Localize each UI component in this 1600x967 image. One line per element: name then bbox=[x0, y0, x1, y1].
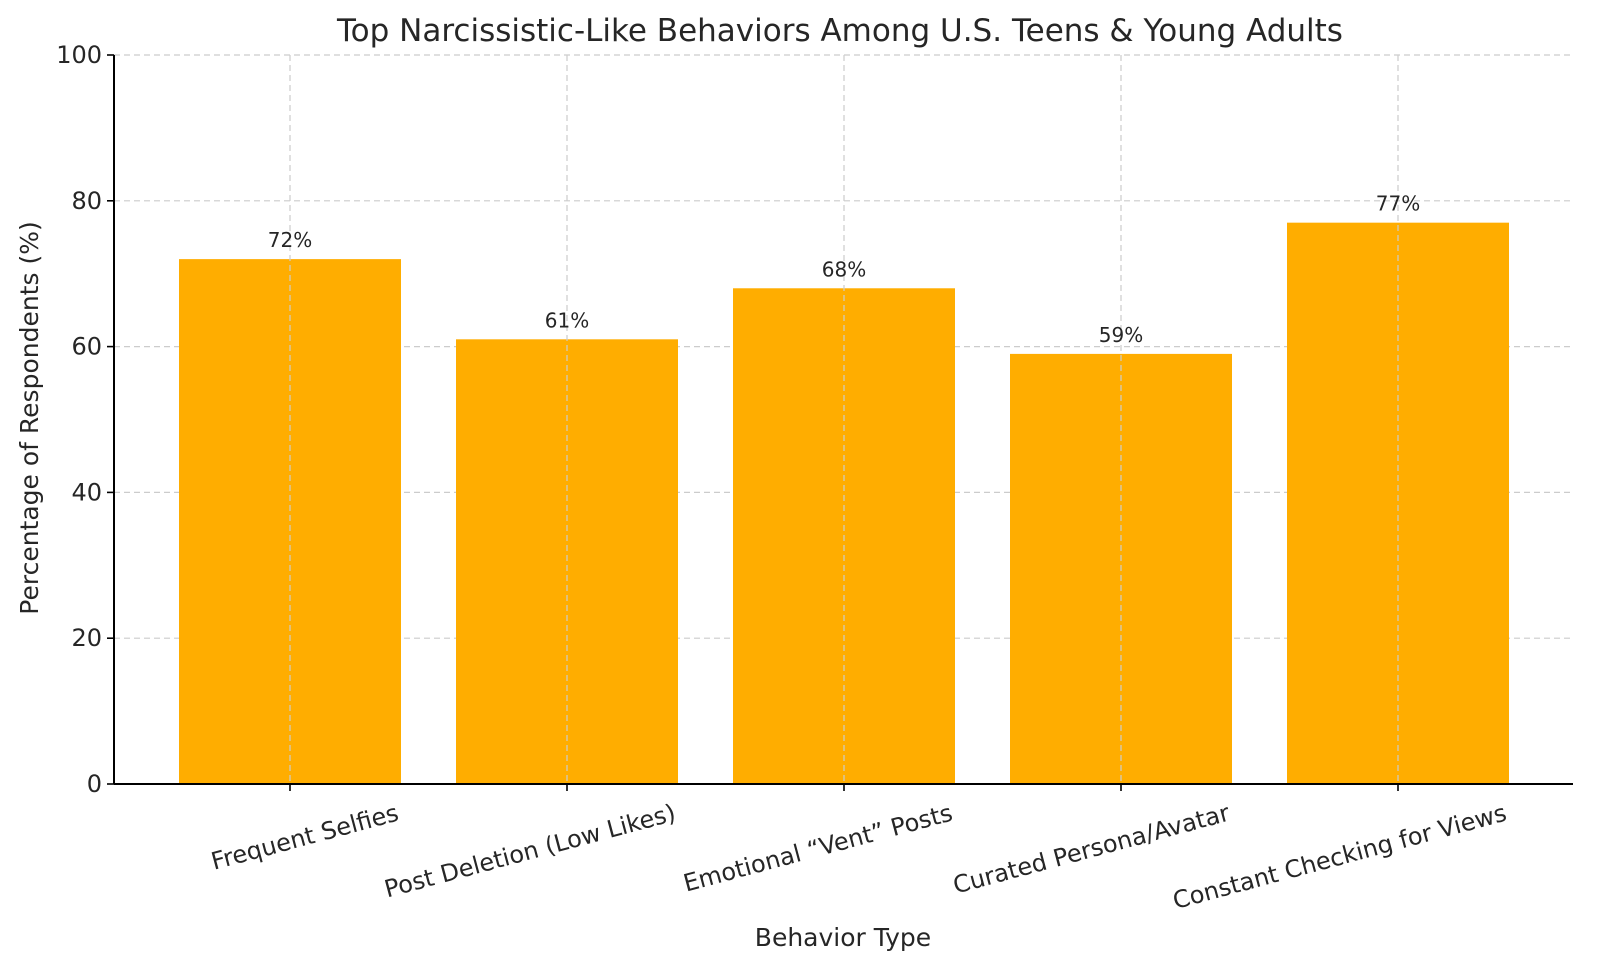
axes bbox=[107, 54, 1573, 791]
y-tick-label: 100 bbox=[56, 41, 102, 69]
y-tick-label: 80 bbox=[71, 187, 102, 215]
bar-value-label: 61% bbox=[545, 308, 589, 332]
bar-value-label: 59% bbox=[1099, 323, 1143, 347]
x-tick-label: Post Deletion (Low Likes) bbox=[381, 799, 678, 904]
y-tick-label: 0 bbox=[87, 770, 102, 798]
chart-title: Top Narcissistic-Like Behaviors Among U.… bbox=[336, 13, 1343, 49]
y-tick-label: 40 bbox=[71, 478, 102, 506]
y-tick-label: 60 bbox=[71, 333, 102, 361]
x-tick-label: Frequent Selfies bbox=[208, 799, 401, 876]
y-tick-label: 20 bbox=[71, 624, 102, 652]
x-axis-label: Behavior Type bbox=[755, 923, 931, 952]
bar-value-label: 68% bbox=[822, 257, 866, 281]
y-axis-label: Percentage of Respondents (%) bbox=[15, 221, 44, 614]
bar-value-label: 77% bbox=[1376, 192, 1420, 216]
x-tick-label: Emotional “Vent” Posts bbox=[680, 799, 955, 898]
bar-value-label: 72% bbox=[268, 228, 312, 252]
